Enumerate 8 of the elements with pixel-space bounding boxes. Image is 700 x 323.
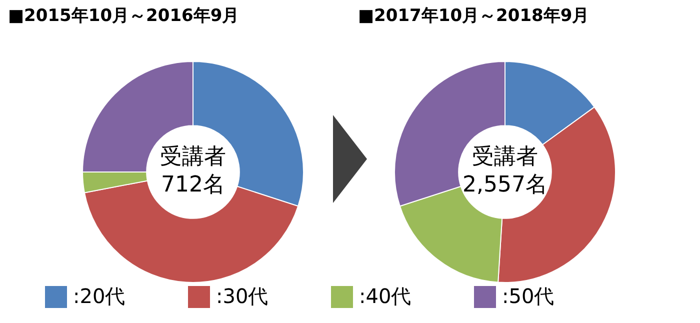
chart-title: ■2017年10月～2018年9月 (358, 5, 590, 27)
legend-label: :50代 (502, 283, 554, 310)
legend-label: :40代 (359, 283, 412, 310)
text: 受講者 2,557名 (462, 144, 548, 198)
legend-label: :30代 (216, 283, 268, 310)
chart-title: ■2015年10月～2016年9月 (8, 5, 240, 27)
legend-label: :20代 (73, 283, 126, 310)
text: 受講者 712名 (160, 144, 226, 198)
